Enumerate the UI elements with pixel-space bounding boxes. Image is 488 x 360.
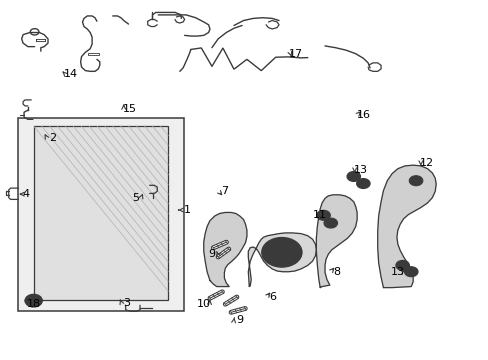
Circle shape bbox=[316, 210, 329, 220]
Text: 6: 6 bbox=[268, 292, 275, 302]
Text: 11: 11 bbox=[313, 210, 326, 220]
Circle shape bbox=[404, 267, 417, 277]
Text: 4: 4 bbox=[23, 189, 30, 199]
Text: 14: 14 bbox=[64, 69, 78, 79]
Bar bbox=[18, 118, 183, 311]
Circle shape bbox=[269, 243, 293, 261]
Circle shape bbox=[261, 238, 302, 267]
Circle shape bbox=[408, 176, 422, 186]
Text: 3: 3 bbox=[123, 298, 130, 308]
Text: 13: 13 bbox=[390, 267, 404, 278]
Text: 7: 7 bbox=[221, 186, 227, 196]
Text: 13: 13 bbox=[353, 165, 366, 175]
Text: 12: 12 bbox=[419, 158, 433, 168]
Circle shape bbox=[324, 218, 337, 228]
Polygon shape bbox=[377, 165, 435, 288]
Text: 8: 8 bbox=[332, 267, 339, 277]
Text: 9: 9 bbox=[236, 315, 243, 325]
Polygon shape bbox=[248, 233, 316, 287]
Text: 15: 15 bbox=[122, 104, 136, 114]
Polygon shape bbox=[203, 212, 246, 287]
Circle shape bbox=[356, 179, 369, 189]
Text: 5: 5 bbox=[131, 193, 139, 203]
Text: 10: 10 bbox=[196, 299, 210, 309]
Circle shape bbox=[346, 171, 360, 181]
Text: 9: 9 bbox=[208, 249, 215, 259]
Text: 18: 18 bbox=[26, 299, 41, 309]
Bar bbox=[34, 126, 168, 300]
Circle shape bbox=[277, 249, 286, 256]
Circle shape bbox=[25, 294, 42, 307]
Text: 16: 16 bbox=[356, 110, 369, 120]
Text: 2: 2 bbox=[49, 133, 56, 143]
Text: 17: 17 bbox=[288, 49, 303, 59]
Circle shape bbox=[395, 260, 408, 270]
Polygon shape bbox=[316, 195, 356, 288]
Text: 1: 1 bbox=[183, 205, 190, 215]
